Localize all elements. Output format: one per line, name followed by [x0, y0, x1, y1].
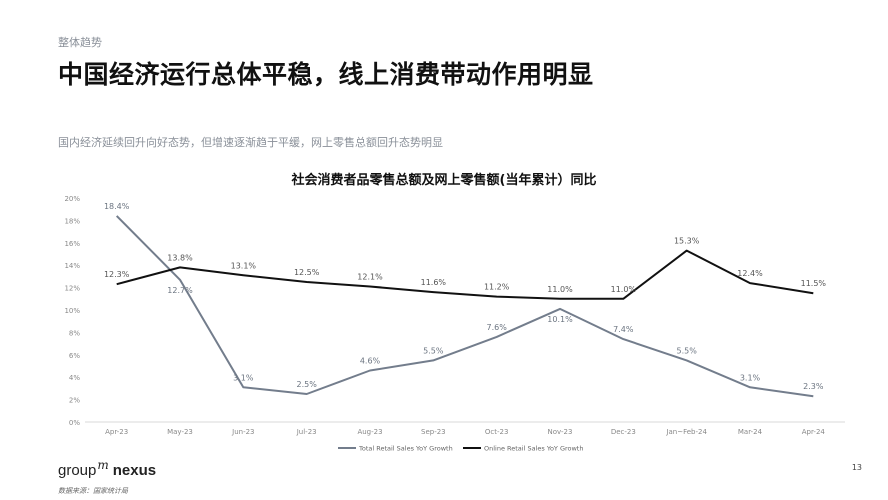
- y-tick-label: 18%: [64, 217, 80, 225]
- x-tick-label: Apr-24: [802, 428, 826, 436]
- y-tick-label: 6%: [69, 352, 80, 360]
- data-label: 18.4%: [104, 202, 130, 211]
- x-tick-label: May-23: [167, 428, 193, 436]
- data-label: 12.5%: [294, 268, 320, 277]
- y-tick-label: 8%: [69, 329, 80, 337]
- source-note: 数据来源：国家统计局: [58, 487, 128, 495]
- data-label: 11.5%: [801, 279, 827, 288]
- data-label: 11.0%: [547, 285, 573, 294]
- brand-name: group: [58, 462, 97, 479]
- x-tick-label: Jan~Feb-24: [665, 428, 707, 436]
- series-line-total: [115, 215, 814, 398]
- data-label: 3.1%: [233, 373, 254, 382]
- page-number: 13: [851, 463, 862, 472]
- data-label: 2.3%: [803, 382, 824, 391]
- y-tick-label: 10%: [64, 307, 80, 315]
- y-tick-label: 2%: [69, 397, 80, 405]
- data-label: 7.4%: [613, 325, 634, 334]
- x-tick-label: Nov-23: [548, 428, 573, 436]
- y-tick-label: 12%: [64, 285, 80, 293]
- page-title: 中国经济运行总体平稳，线上消费带动作用明显: [58, 60, 594, 89]
- legend-label-total: Total Retail Sales YoY Growth: [358, 445, 453, 453]
- data-label: 13.8%: [167, 253, 193, 262]
- data-label: 12.1%: [357, 272, 383, 281]
- brand-suffix: nexus: [112, 462, 157, 479]
- section-label: 整体趋势: [58, 36, 102, 49]
- x-tick-label: Jun-23: [231, 428, 254, 436]
- data-label: 7.6%: [487, 323, 508, 332]
- data-label: 12.3%: [104, 270, 130, 279]
- x-tick-label: Sep-23: [421, 428, 446, 436]
- data-label: 2.5%: [297, 380, 318, 389]
- x-tick-label: Apr-23: [105, 428, 128, 436]
- data-label: 5.5%: [677, 346, 698, 355]
- x-tick-label: Aug-23: [357, 428, 382, 436]
- y-tick-label: 0%: [69, 419, 80, 427]
- x-tick-label: Mar-24: [738, 428, 763, 436]
- x-tick-label: Dec-23: [611, 428, 636, 436]
- data-label: 15.3%: [674, 237, 700, 246]
- brand-superscript: m: [97, 458, 109, 472]
- y-tick-label: 20%: [64, 195, 80, 203]
- data-label: 11.0%: [611, 285, 637, 294]
- data-label: 13.1%: [231, 261, 257, 270]
- data-label: 4.6%: [360, 356, 381, 365]
- data-label: 5.5%: [423, 346, 444, 355]
- data-label: 3.1%: [740, 373, 761, 382]
- x-tick-label: Jul-23: [296, 428, 317, 436]
- y-tick-label: 16%: [64, 240, 80, 248]
- series-line-online: [116, 249, 814, 300]
- chart-title: 社会消费者品零售总额及网上零售额(当年累计）同比: [291, 173, 597, 188]
- data-label: 12.4%: [737, 269, 763, 278]
- brand-logo: groupm nexus: [58, 458, 156, 479]
- legend-label-online: Online Retail Sales YoY Growth: [484, 445, 583, 453]
- data-label: 12.7%: [167, 286, 193, 295]
- data-label: 10.1%: [547, 315, 573, 324]
- x-tick-label: Oct-23: [485, 428, 509, 436]
- y-tick-label: 4%: [69, 374, 80, 382]
- page-subtitle: 国内经济延续回升向好态势，但增速逐渐趋于平缓，网上零售总额回升态势明显: [58, 136, 443, 149]
- y-tick-label: 14%: [64, 262, 80, 270]
- data-label: 11.2%: [484, 283, 510, 292]
- data-label: 11.6%: [421, 278, 447, 287]
